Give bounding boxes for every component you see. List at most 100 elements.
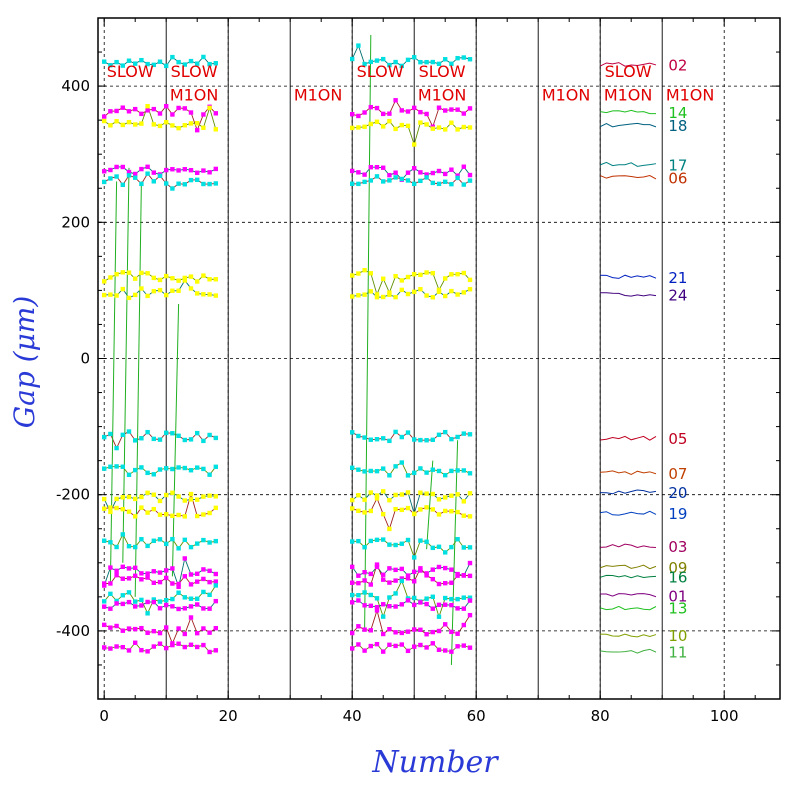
data-point: [207, 510, 212, 516]
data-point: [430, 467, 435, 472]
data-point: [430, 629, 435, 635]
data-point: [362, 497, 367, 502]
data-point: [368, 508, 373, 514]
data-point: [188, 110, 194, 115]
data-point: [350, 506, 355, 511]
data-point: [387, 595, 392, 600]
series-label-14: 14: [668, 104, 687, 122]
data-point: [126, 543, 132, 549]
series-label-19: 19: [668, 505, 687, 523]
data-point: [430, 594, 435, 599]
data-point: [449, 61, 454, 66]
data-point: [151, 644, 156, 649]
data-point: [195, 513, 200, 519]
data-point: [350, 273, 355, 278]
data-point: [207, 630, 212, 635]
data-point: [133, 276, 138, 281]
data-point: [102, 581, 107, 586]
data-point: [213, 464, 218, 470]
data-point: [164, 167, 169, 173]
data-point: [412, 644, 417, 649]
data-point: [381, 489, 386, 494]
data-point: [139, 597, 144, 603]
data-point: [418, 272, 423, 278]
data-point: [449, 120, 454, 125]
data-point: [201, 642, 206, 648]
series-line-24: [600, 292, 657, 297]
data-point: [356, 170, 361, 175]
data-point: [126, 648, 132, 653]
spike-line: [364, 35, 372, 631]
data-point: [374, 608, 380, 613]
data-point: [436, 647, 442, 652]
data-point: [393, 630, 398, 635]
data-point: [455, 468, 460, 473]
y-tick-label: -400: [56, 622, 90, 640]
data-point: [362, 603, 367, 608]
data-point: [164, 512, 169, 517]
data-point: [195, 571, 200, 576]
data-point: [436, 512, 442, 517]
data-point: [120, 105, 125, 110]
data-point: [405, 573, 411, 578]
data-point: [449, 167, 454, 172]
data-point: [443, 648, 448, 653]
data-point: [164, 120, 169, 125]
annotation-label: M1ON: [666, 85, 715, 104]
data-point: [188, 286, 194, 291]
data-point: [381, 179, 386, 184]
data-point: [213, 648, 218, 653]
data-point: [461, 468, 466, 473]
data-point: [405, 274, 411, 280]
data-point: [170, 581, 175, 586]
data-point: [182, 514, 187, 519]
data-point: [362, 590, 367, 595]
data-point: [114, 572, 119, 578]
data-point: [430, 545, 435, 551]
data-point: [412, 142, 417, 147]
data-point: [195, 177, 200, 183]
data-point: [157, 512, 163, 517]
data-point: [139, 571, 144, 576]
data-point: [393, 294, 398, 300]
data-point: [350, 600, 355, 605]
data-point: [418, 568, 423, 573]
data-point: [399, 578, 404, 584]
data-point: [108, 63, 113, 68]
series-line-20: [600, 489, 657, 495]
data-point: [405, 57, 411, 63]
data-point: [405, 123, 411, 129]
data-point: [170, 642, 175, 648]
data-point: [436, 564, 442, 570]
data-point: [356, 181, 361, 187]
series-line-02: [599, 62, 657, 67]
data-point: [133, 171, 138, 177]
data-point: [213, 538, 218, 544]
data-point: [405, 505, 411, 511]
data-point: [120, 506, 125, 512]
data-point: [182, 556, 187, 561]
data-point: [381, 631, 386, 637]
data-point: [430, 295, 435, 300]
data-point: [207, 568, 212, 574]
data-point: [126, 169, 132, 175]
data-point: [207, 579, 212, 585]
data-point: [350, 539, 355, 544]
data-point: [164, 181, 169, 186]
data-point: [393, 604, 398, 609]
data-point: [424, 122, 429, 127]
data-point: [201, 494, 206, 499]
data-point: [443, 508, 448, 514]
data-point: [430, 576, 435, 582]
data-point: [412, 569, 417, 575]
data-point: [182, 644, 187, 650]
data-point: [424, 470, 429, 475]
data-point: [405, 490, 411, 495]
data-point: [195, 644, 200, 650]
data-point: [356, 573, 361, 578]
data-point: [393, 126, 398, 132]
data-point: [418, 642, 423, 648]
annotation-label: SLOW: [419, 62, 466, 81]
data-point: [399, 108, 404, 113]
